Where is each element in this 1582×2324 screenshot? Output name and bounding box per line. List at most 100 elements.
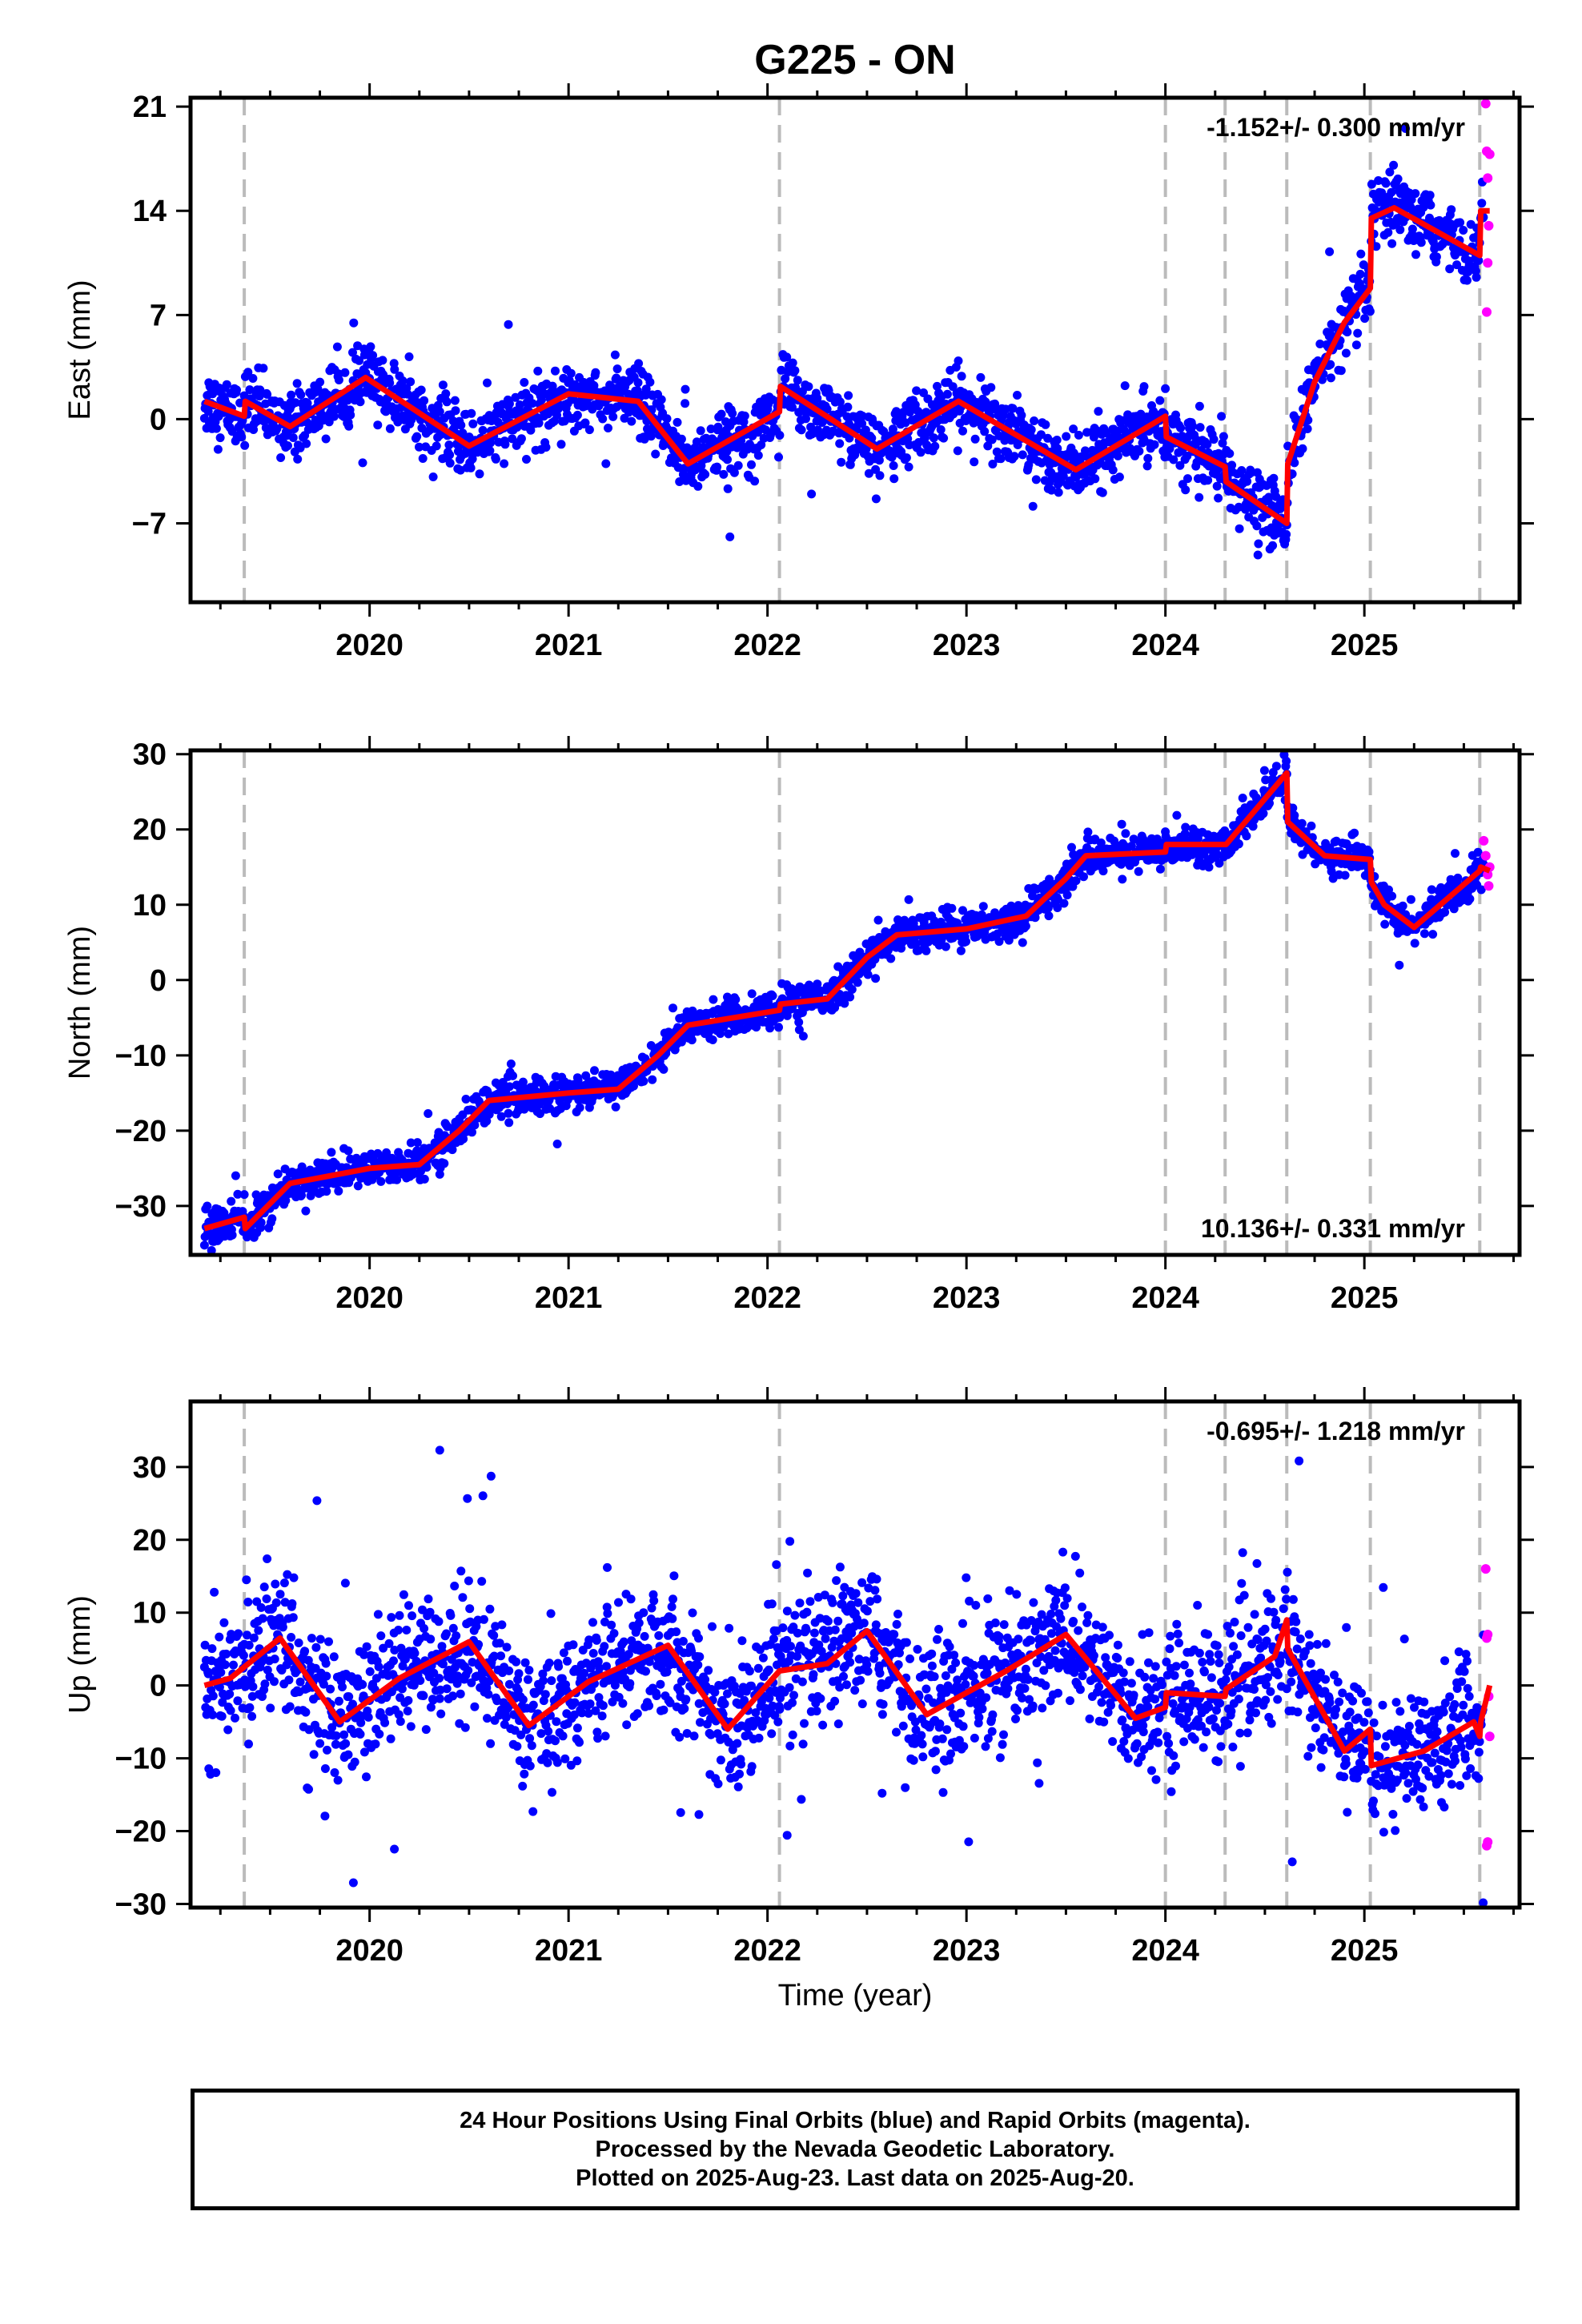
data-point	[552, 1717, 561, 1727]
data-point	[255, 385, 265, 395]
data-point	[797, 425, 806, 435]
data-point	[1387, 891, 1397, 901]
data-point	[356, 1718, 366, 1727]
data-point	[256, 1602, 266, 1612]
data-point	[1052, 436, 1062, 444]
data-point	[1024, 460, 1034, 469]
data-point	[1254, 539, 1263, 549]
data-point	[1126, 842, 1136, 850]
data-point	[845, 992, 855, 1002]
data-point	[395, 1610, 404, 1620]
data-point	[904, 462, 913, 472]
data-point	[1472, 272, 1481, 282]
data-point	[1297, 818, 1307, 828]
data-point	[1220, 826, 1230, 835]
data-point	[435, 1694, 444, 1703]
data-point	[970, 457, 979, 467]
data-point	[522, 455, 531, 464]
data-point	[491, 1622, 500, 1631]
data-point	[723, 455, 732, 464]
data-point	[227, 1196, 236, 1206]
data-point	[948, 382, 958, 392]
data-point	[1407, 224, 1417, 234]
data-point	[442, 397, 452, 407]
data-point	[1036, 430, 1046, 440]
data-point	[315, 1634, 325, 1644]
x-tick-label: 2021	[535, 1281, 603, 1315]
data-point	[294, 1638, 303, 1647]
data-point	[468, 419, 478, 428]
data-point	[390, 364, 400, 374]
data-point	[554, 1662, 564, 1671]
data-point	[515, 400, 524, 409]
data-point	[953, 446, 962, 456]
data-point	[359, 1691, 368, 1701]
data-point	[728, 408, 737, 418]
data-point	[467, 408, 476, 418]
data-point	[612, 373, 621, 383]
data-point	[639, 1076, 648, 1086]
data-point	[590, 1066, 599, 1076]
data-point	[996, 454, 1006, 464]
data-point	[420, 1624, 429, 1633]
data-point	[412, 432, 422, 441]
data-point	[199, 1240, 209, 1250]
data-point	[798, 1031, 808, 1041]
data-point	[340, 368, 350, 377]
rate-label: 10.136+/- 0.331 mm/yr	[1201, 1214, 1465, 1243]
data-point	[1425, 191, 1435, 200]
data-point	[813, 979, 822, 989]
data-point	[470, 1120, 480, 1130]
rapid-point	[1480, 850, 1491, 861]
data-point	[1343, 328, 1352, 337]
data-point	[210, 1587, 219, 1597]
data-point	[373, 1610, 383, 1619]
data-point	[501, 1713, 511, 1722]
data-point	[693, 481, 703, 491]
data-point	[1195, 493, 1204, 502]
data-point	[203, 407, 213, 416]
data-point	[646, 432, 656, 441]
data-point	[1381, 179, 1391, 188]
data-point	[1026, 425, 1036, 435]
data-point	[539, 1676, 548, 1686]
data-point	[1234, 839, 1243, 849]
data-point	[598, 414, 608, 424]
data-point	[1383, 227, 1393, 237]
data-point	[1449, 904, 1459, 914]
data-point	[1385, 167, 1395, 177]
data-point	[1013, 391, 1022, 400]
data-point	[329, 1652, 339, 1662]
data-point	[420, 1174, 429, 1184]
data-point	[374, 1662, 383, 1671]
data-point	[283, 1570, 292, 1579]
data-point	[288, 433, 298, 442]
data-point	[889, 461, 898, 470]
data-point	[320, 1764, 330, 1773]
data-point	[673, 417, 682, 427]
data-point	[495, 1638, 504, 1648]
data-point	[1453, 873, 1463, 883]
data-point	[1044, 911, 1054, 921]
data-point	[245, 1703, 255, 1712]
data-point	[794, 1018, 804, 1027]
data-point	[837, 457, 846, 467]
data-point	[416, 385, 426, 395]
data-point	[262, 1594, 271, 1603]
data-point	[359, 1747, 369, 1757]
data-point	[285, 1702, 295, 1711]
data-point	[468, 454, 477, 464]
data-point	[1043, 433, 1053, 443]
y-tick-label: 14	[133, 195, 167, 228]
data-point	[634, 359, 644, 368]
data-point	[1371, 242, 1381, 251]
data-point	[279, 1578, 289, 1588]
data-point	[404, 1695, 413, 1705]
data-point	[215, 1632, 224, 1642]
data-point	[1447, 205, 1456, 215]
data-point	[1303, 424, 1312, 433]
data-point	[552, 1758, 562, 1767]
data-point	[1117, 819, 1126, 829]
data-point	[243, 1598, 253, 1606]
data-point	[921, 946, 931, 955]
